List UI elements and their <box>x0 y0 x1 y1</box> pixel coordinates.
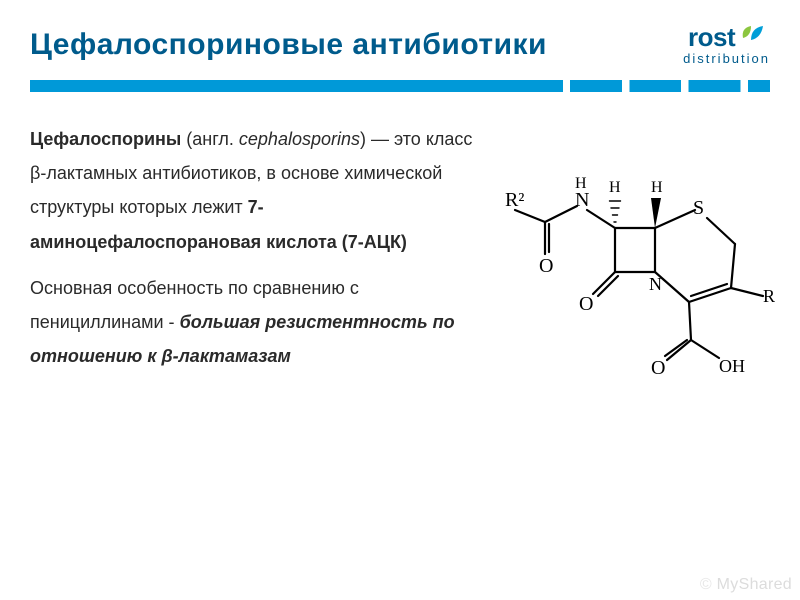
p1-english: cephalosporins <box>239 129 360 149</box>
p1-lead: Цефалоспорины <box>30 129 181 149</box>
paragraph-2: Основная особенность по сравнению с пени… <box>30 271 490 374</box>
content-area: Цефалоспорины (англ. cephalosporins) — э… <box>0 92 800 392</box>
molecule-svg: R² O N H H H S N O R¹ O OH <box>505 162 775 392</box>
text-column: Цефалоспорины (англ. cephalosporins) — э… <box>30 122 490 392</box>
label-r2: R² <box>505 189 524 211</box>
label-oh: OH <box>719 356 745 376</box>
watermark-prefix: © <box>700 576 717 593</box>
logo-brand: rost <box>688 22 735 53</box>
paragraph-1: Цефалоспорины (англ. cephalosporins) — э… <box>30 122 490 259</box>
header: Цефалоспориновые антибиотики rost distri… <box>0 0 800 74</box>
label-n: N <box>649 274 662 294</box>
label-h1: H <box>609 179 621 196</box>
logo-subtitle: distribution <box>683 51 770 66</box>
molecule-structure: R² O N H H H S N O R¹ O OH <box>500 122 780 392</box>
logo: rost distribution <box>683 20 770 66</box>
watermark-text: MyShared <box>717 576 792 593</box>
separator-bar <box>30 80 770 92</box>
label-o3: O <box>651 357 665 379</box>
page-title: Цефалоспориновые антибиотики <box>30 28 547 62</box>
label-h2: H <box>651 179 663 196</box>
p1-paren: (англ. <box>181 129 239 149</box>
label-o2: O <box>579 293 593 315</box>
logo-leaves-icon <box>739 20 765 51</box>
watermark: © MyShared <box>700 576 792 594</box>
label-r1: R¹ <box>763 286 775 306</box>
label-s: S <box>693 197 704 219</box>
label-nh: N <box>575 189 589 211</box>
label-h-n: H <box>575 175 587 192</box>
label-o1: O <box>539 255 553 277</box>
